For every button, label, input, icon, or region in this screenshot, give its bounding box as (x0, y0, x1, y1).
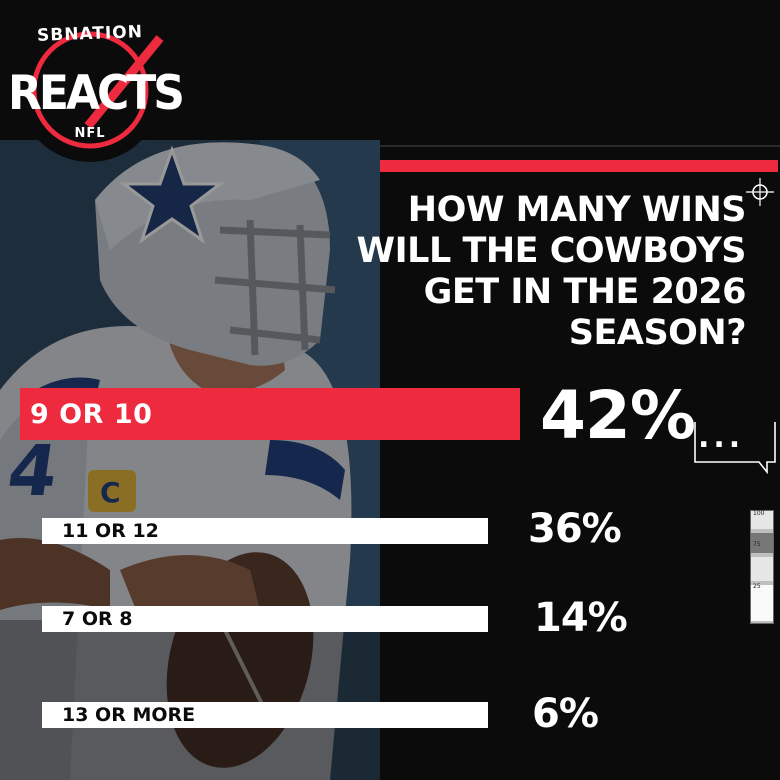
sbnation-reacts-logo: SBNATION REACTS NFL (8, 8, 185, 168)
result-bar-2: 11 OR 12 (42, 518, 488, 544)
result-percent-4: 6% (532, 691, 599, 737)
logo-bottom-text: NFL (74, 126, 106, 141)
result-label-4: 13 OR MORE (62, 704, 196, 726)
result-bar-3: 7 OR 8 (42, 606, 488, 632)
result-bar-1: 9 OR 10 (20, 388, 520, 440)
divider-line (380, 145, 780, 147)
result-label-2: 11 OR 12 (62, 520, 159, 542)
logo-ring (18, 18, 164, 162)
meter-label-100: 100 (753, 510, 765, 517)
result-percent-2: 36% (528, 506, 622, 552)
svg-text:4: 4 (3, 430, 63, 512)
result-label-3: 7 OR 8 (62, 608, 133, 630)
star-logo-icon (119, 145, 225, 244)
meter-label-25: 25 (753, 583, 761, 590)
result-bar-4: 13 OR MORE (42, 702, 488, 728)
header-stripe (380, 160, 778, 172)
chat-bubble-icon (694, 422, 776, 474)
crosshair-icon (746, 178, 774, 206)
result-label-1: 9 OR 10 (30, 398, 153, 430)
result-percent-3: 14% (534, 595, 628, 641)
chat-bubble-text: ... (698, 420, 745, 455)
check-mark-icon (84, 35, 164, 129)
level-meter: 100 75 25 (750, 510, 774, 624)
result-percent-1: 42% (540, 377, 696, 454)
svg-text:C: C (100, 476, 121, 509)
meter-label-75: 75 (753, 541, 761, 548)
logo-main-text: REACTS (8, 65, 185, 122)
poll-question: HOW MANY WINS WILL THE COWBOYS GET IN TH… (356, 190, 747, 353)
